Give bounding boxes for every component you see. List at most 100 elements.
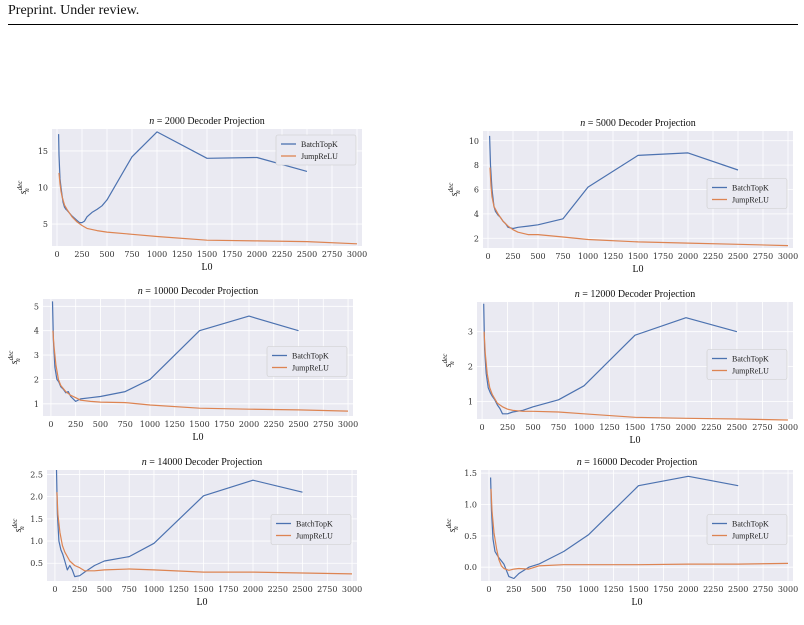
x-tick-label: 2500 [292,585,312,594]
chart-panel-3: 0 250 500 750 1000 1250 1500 1750 2000 2250 2500 27… [441,289,798,446]
x-tick-label: 2500 [288,420,308,429]
y-label-superscript: dec [7,350,15,361]
chart-title: n = 10000 Decoder Projection [138,286,259,297]
y-axis-label: sdecn [441,353,456,368]
y-tick-label: 15 [38,147,48,156]
y-label-subscript: n [454,190,462,194]
y-tick-label: 0.5 [464,532,477,541]
legend-box [266,346,348,377]
y-tick-label: 2.5 [30,470,43,479]
x-axis-label: L0 [196,597,207,608]
x-tick-label: 2500 [728,585,748,594]
chart-title: n = 12000 Decoder Projection [575,289,696,300]
x-tick-label: 500 [531,585,546,594]
title-text: Decoder Projection [185,116,265,127]
x-tick-label: 0 [485,252,490,261]
title-equals: = [585,118,596,129]
series-line-jumprelu [52,330,349,412]
y-tick-label: 0.0 [464,563,477,572]
series-line-jumprelu [56,492,353,575]
legend-label-jumprelu: JumpReLU [732,532,769,541]
y-label-superscript: dec [441,353,449,364]
x-tick-label: 2000 [676,423,696,432]
x-tick-label: 1250 [603,585,623,594]
series-line-jumprelu [483,331,788,421]
y-label-subscript: n [23,188,31,192]
y-label-symbol: s [449,192,460,196]
y-tick-label: 1 [468,398,473,407]
title-variable: n [142,457,147,468]
legend-label-batchtopk: BatchTopK [296,520,333,529]
title-text: Decoder Projection [182,457,262,468]
legend-box [275,134,357,166]
title-equals: = [580,289,591,300]
y-tick-label: 2.0 [30,493,43,502]
chart-panel-4: 0 250 500 750 1000 1250 1500 1750 2000 2250 2500 27… [11,457,362,608]
chart-title: n = 16000 Decoder Projection [577,457,698,468]
x-axis-label: L0 [632,264,643,275]
x-tick-label: 3000 [778,423,798,432]
x-tick-label: 1750 [218,585,238,594]
x-tick-label: 2750 [317,585,337,594]
title-equals: = [147,457,158,468]
x-tick-label: 1000 [140,420,160,429]
x-tick-label: 500 [530,252,545,261]
x-tick-label: 2750 [313,420,333,429]
x-tick-label: 2000 [678,585,698,594]
y-tick-label: 10 [38,184,48,193]
x-tick-label: 0 [480,423,485,432]
title-n-value: 14000 [157,457,182,468]
y-tick-label: 1.5 [30,515,43,524]
x-tick-label: 1750 [653,585,673,594]
x-tick-label: 1000 [574,423,594,432]
title-variable: n [575,289,580,300]
x-tick-label: 1500 [189,420,209,429]
title-n-value: 5000 [596,118,616,129]
y-label-subscript: n [18,526,26,530]
x-tick-label: 1750 [222,250,242,259]
title-variable: n [149,116,154,127]
legend-label-batchtopk: BatchTopK [292,352,329,361]
y-tick-label: 2 [34,375,39,384]
title-variable: n [577,457,582,468]
x-tick-label: 500 [97,585,112,594]
y-tick-label: 0.5 [30,559,43,568]
x-tick-label: 1750 [650,423,670,432]
title-n-value: 16000 [592,457,617,468]
y-label-symbol: s [18,190,29,194]
x-tick-label: 1250 [169,585,189,594]
x-tick-label: 3000 [778,585,798,594]
x-tick-label: 3000 [347,250,367,259]
y-label-symbol: s [13,528,24,532]
chart-panel-2: 0 250 500 750 1000 1250 1500 1750 2000 2250 2500 27… [7,286,358,443]
x-tick-label: 500 [525,423,540,432]
x-tick-label: 1250 [603,252,623,261]
y-tick-label: 4 [474,210,479,219]
x-tick-label: 2000 [239,420,259,429]
x-tick-label: 1250 [599,423,619,432]
legend-label-batchtopk: BatchTopK [732,184,769,193]
y-tick-label: 1.0 [464,500,477,509]
y-label-superscript: dec [445,518,453,529]
x-tick-label: 1000 [578,252,598,261]
y-tick-label: 1 [34,400,39,409]
chart-panel-1: 0 250 500 750 1000 1250 1500 1750 2000 2250 2500 27… [447,118,798,275]
legend-box [270,514,352,545]
x-tick-label: 2000 [247,250,267,259]
title-text: Decoder Projection [617,457,697,468]
x-tick-label: 250 [68,420,83,429]
x-tick-label: 0 [48,420,53,429]
x-tick-label: 1500 [197,250,217,259]
y-tick-label: 1.0 [30,537,43,546]
header-rule [8,24,798,25]
title-variable: n [580,118,585,129]
y-label-superscript: dec [11,518,19,529]
x-tick-label: 2250 [272,250,292,259]
x-tick-label: 750 [124,250,139,259]
y-tick-label: 2 [474,234,479,243]
x-tick-label: 1500 [628,252,648,261]
x-tick-label: 750 [555,252,570,261]
legend-box [706,349,788,380]
y-label-symbol: s [443,363,454,367]
x-tick-label: 1250 [165,420,185,429]
